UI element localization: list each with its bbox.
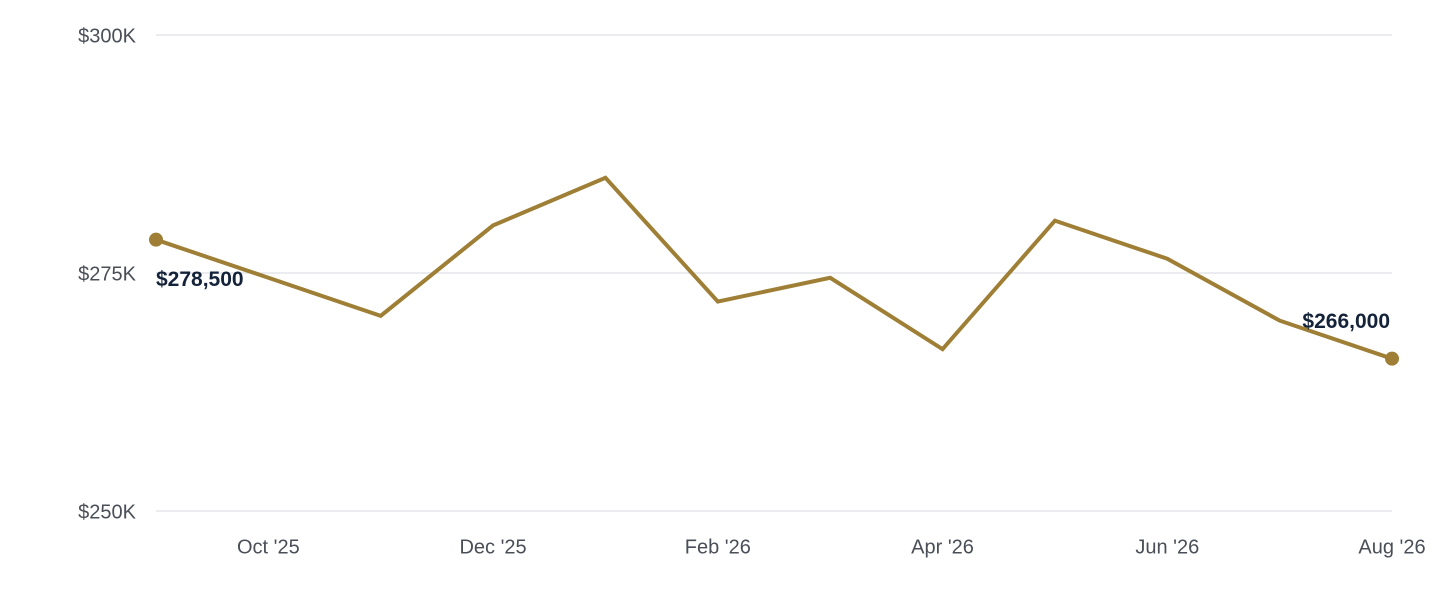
x-tick-label: Dec '25 <box>459 536 526 558</box>
y-tick-label: $250K <box>78 501 136 523</box>
end-marker <box>149 232 163 247</box>
y-tick-label: $300K <box>78 25 136 47</box>
x-tick-label: Aug '26 <box>1358 536 1425 558</box>
x-tick-label: Jun '26 <box>1135 536 1199 558</box>
x-tick-label: Feb '26 <box>685 536 751 558</box>
end-marker <box>1385 351 1399 366</box>
x-tick-label: Oct '25 <box>237 536 300 558</box>
x-tick-label: Apr '26 <box>911 536 974 558</box>
y-tick-label: $275K <box>78 263 136 285</box>
value-label: $278,500 <box>156 268 244 291</box>
line <box>155 175 1393 361</box>
value-label: $266,000 <box>1302 310 1390 333</box>
